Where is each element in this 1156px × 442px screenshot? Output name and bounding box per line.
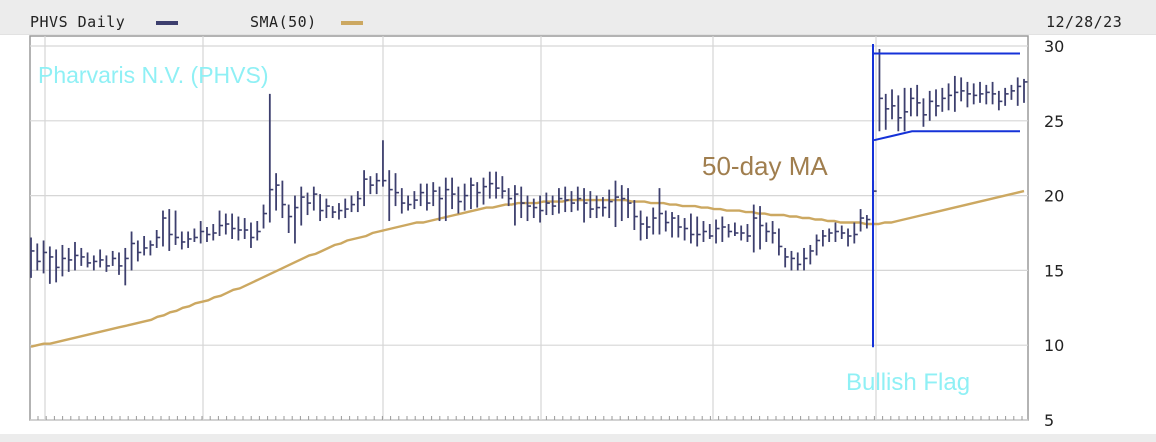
y-axis: 5 10 15 20 25 30	[1044, 37, 1064, 430]
chart-footer-bar	[0, 434, 1156, 442]
chart-grid	[29, 35, 1029, 421]
y-tick-label: 25	[1044, 112, 1064, 131]
plot-frame	[29, 35, 1029, 421]
sma-legend-label: SMA(50)	[250, 13, 317, 31]
price-legend-swatch	[156, 21, 178, 25]
y-tick-label: 15	[1044, 261, 1064, 280]
ma-annotation: 50-day MA	[702, 151, 828, 181]
price-bars-layer	[30, 48, 1028, 286]
chart-date: 12/28/23	[1046, 13, 1123, 31]
chart-header-bar: PHVS Daily SMA(50) 12/28/23	[0, 0, 1156, 35]
bullish-flag-overlay	[872, 44, 1020, 348]
company-title: Pharvaris N.V. (PHVS)	[38, 62, 269, 88]
ticker-legend-label: PHVS Daily	[30, 13, 126, 31]
sma-legend-swatch	[341, 21, 363, 25]
pattern-annotation: Bullish Flag	[846, 369, 970, 396]
y-tick-label: 30	[1044, 37, 1064, 56]
flag-bottom-line	[873, 130, 1020, 142]
y-tick-label: 20	[1044, 187, 1064, 206]
y-tick-label: 5	[1044, 411, 1054, 430]
y-tick-label: 10	[1044, 336, 1064, 355]
